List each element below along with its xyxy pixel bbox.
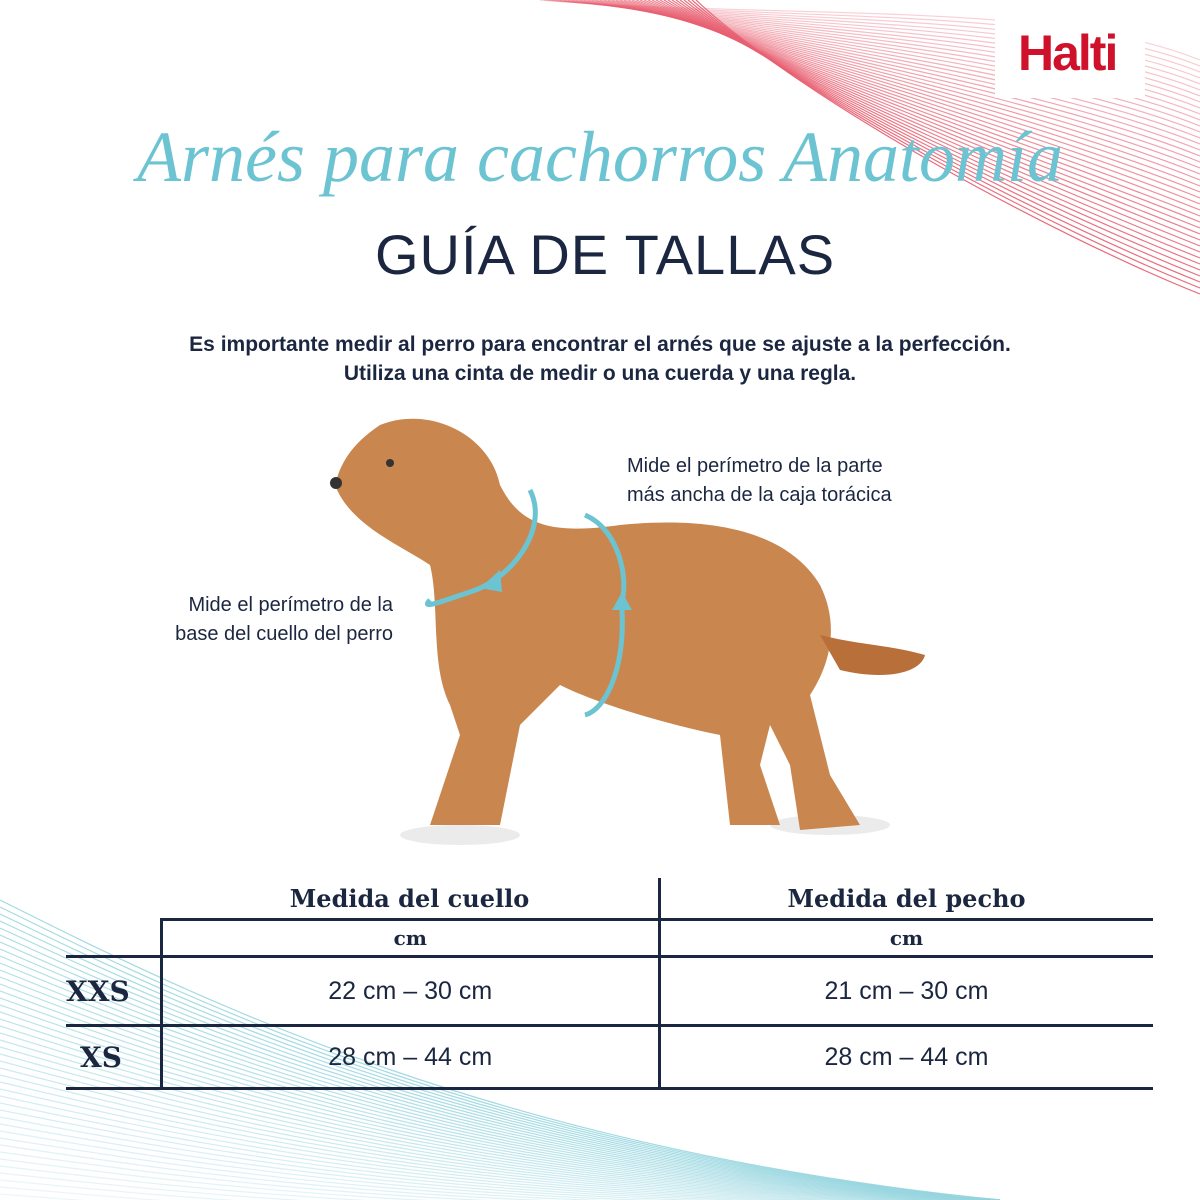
unit-neck: cm: [161, 918, 659, 958]
size-table: Medida del cuello Medida del pecho cm cm…: [66, 878, 1153, 1090]
chest-value: 28 cm – 44 cm: [657, 1025, 1153, 1090]
intro-line-1: Es importante medir al perro para encont…: [189, 333, 1011, 356]
neck-annotation: Mide el perímetro de la base del cuello …: [117, 591, 393, 649]
neck-value: 22 cm – 30 cm: [161, 956, 659, 1027]
table-row: XXS 22 cm – 30 cm 21 cm – 30 cm: [66, 956, 1153, 1027]
intro-line-2: Utiliza una cinta de medir o una cuerda …: [343, 362, 857, 385]
chest-arrow-icon: [583, 512, 627, 718]
column-header-neck: Medida del cuello: [289, 883, 530, 913]
table-row: XS 28 cm – 44 cm 28 cm – 44 cm: [66, 1025, 1153, 1090]
column-header-chest: Medida del pecho: [657, 878, 1153, 920]
halti-logo: Halti: [1018, 25, 1118, 81]
product-title: Arnés para cachorros Anatomía: [137, 117, 1063, 197]
logo-background: [995, 0, 1145, 98]
neck-value: 28 cm – 44 cm: [161, 1025, 659, 1090]
intro-text: Es importante medir al perro para encont…: [0, 330, 1200, 388]
chest-value: 21 cm – 30 cm: [657, 956, 1153, 1027]
chest-annotation-line-1: Mide el perímetro de la parte: [627, 455, 883, 477]
size-label: XXS: [66, 956, 163, 1027]
page-subtitle: GUÍA DE TALLAS: [374, 223, 836, 286]
neck-arrow-icon: [425, 488, 538, 608]
dog-image: [330, 418, 925, 845]
neck-annotation-line-2: base del cuello del perro: [175, 623, 393, 645]
measurement-arrows: [425, 488, 632, 718]
unit-chest: cm: [657, 918, 1153, 958]
size-label: XS: [66, 1025, 163, 1090]
neck-annotation-line-1: Mide el perímetro de la: [188, 594, 393, 616]
chest-annotation: Mide el perímetro de la parte más ancha …: [627, 452, 892, 510]
chest-annotation-line-2: más ancha de la caja torácica: [627, 484, 892, 506]
